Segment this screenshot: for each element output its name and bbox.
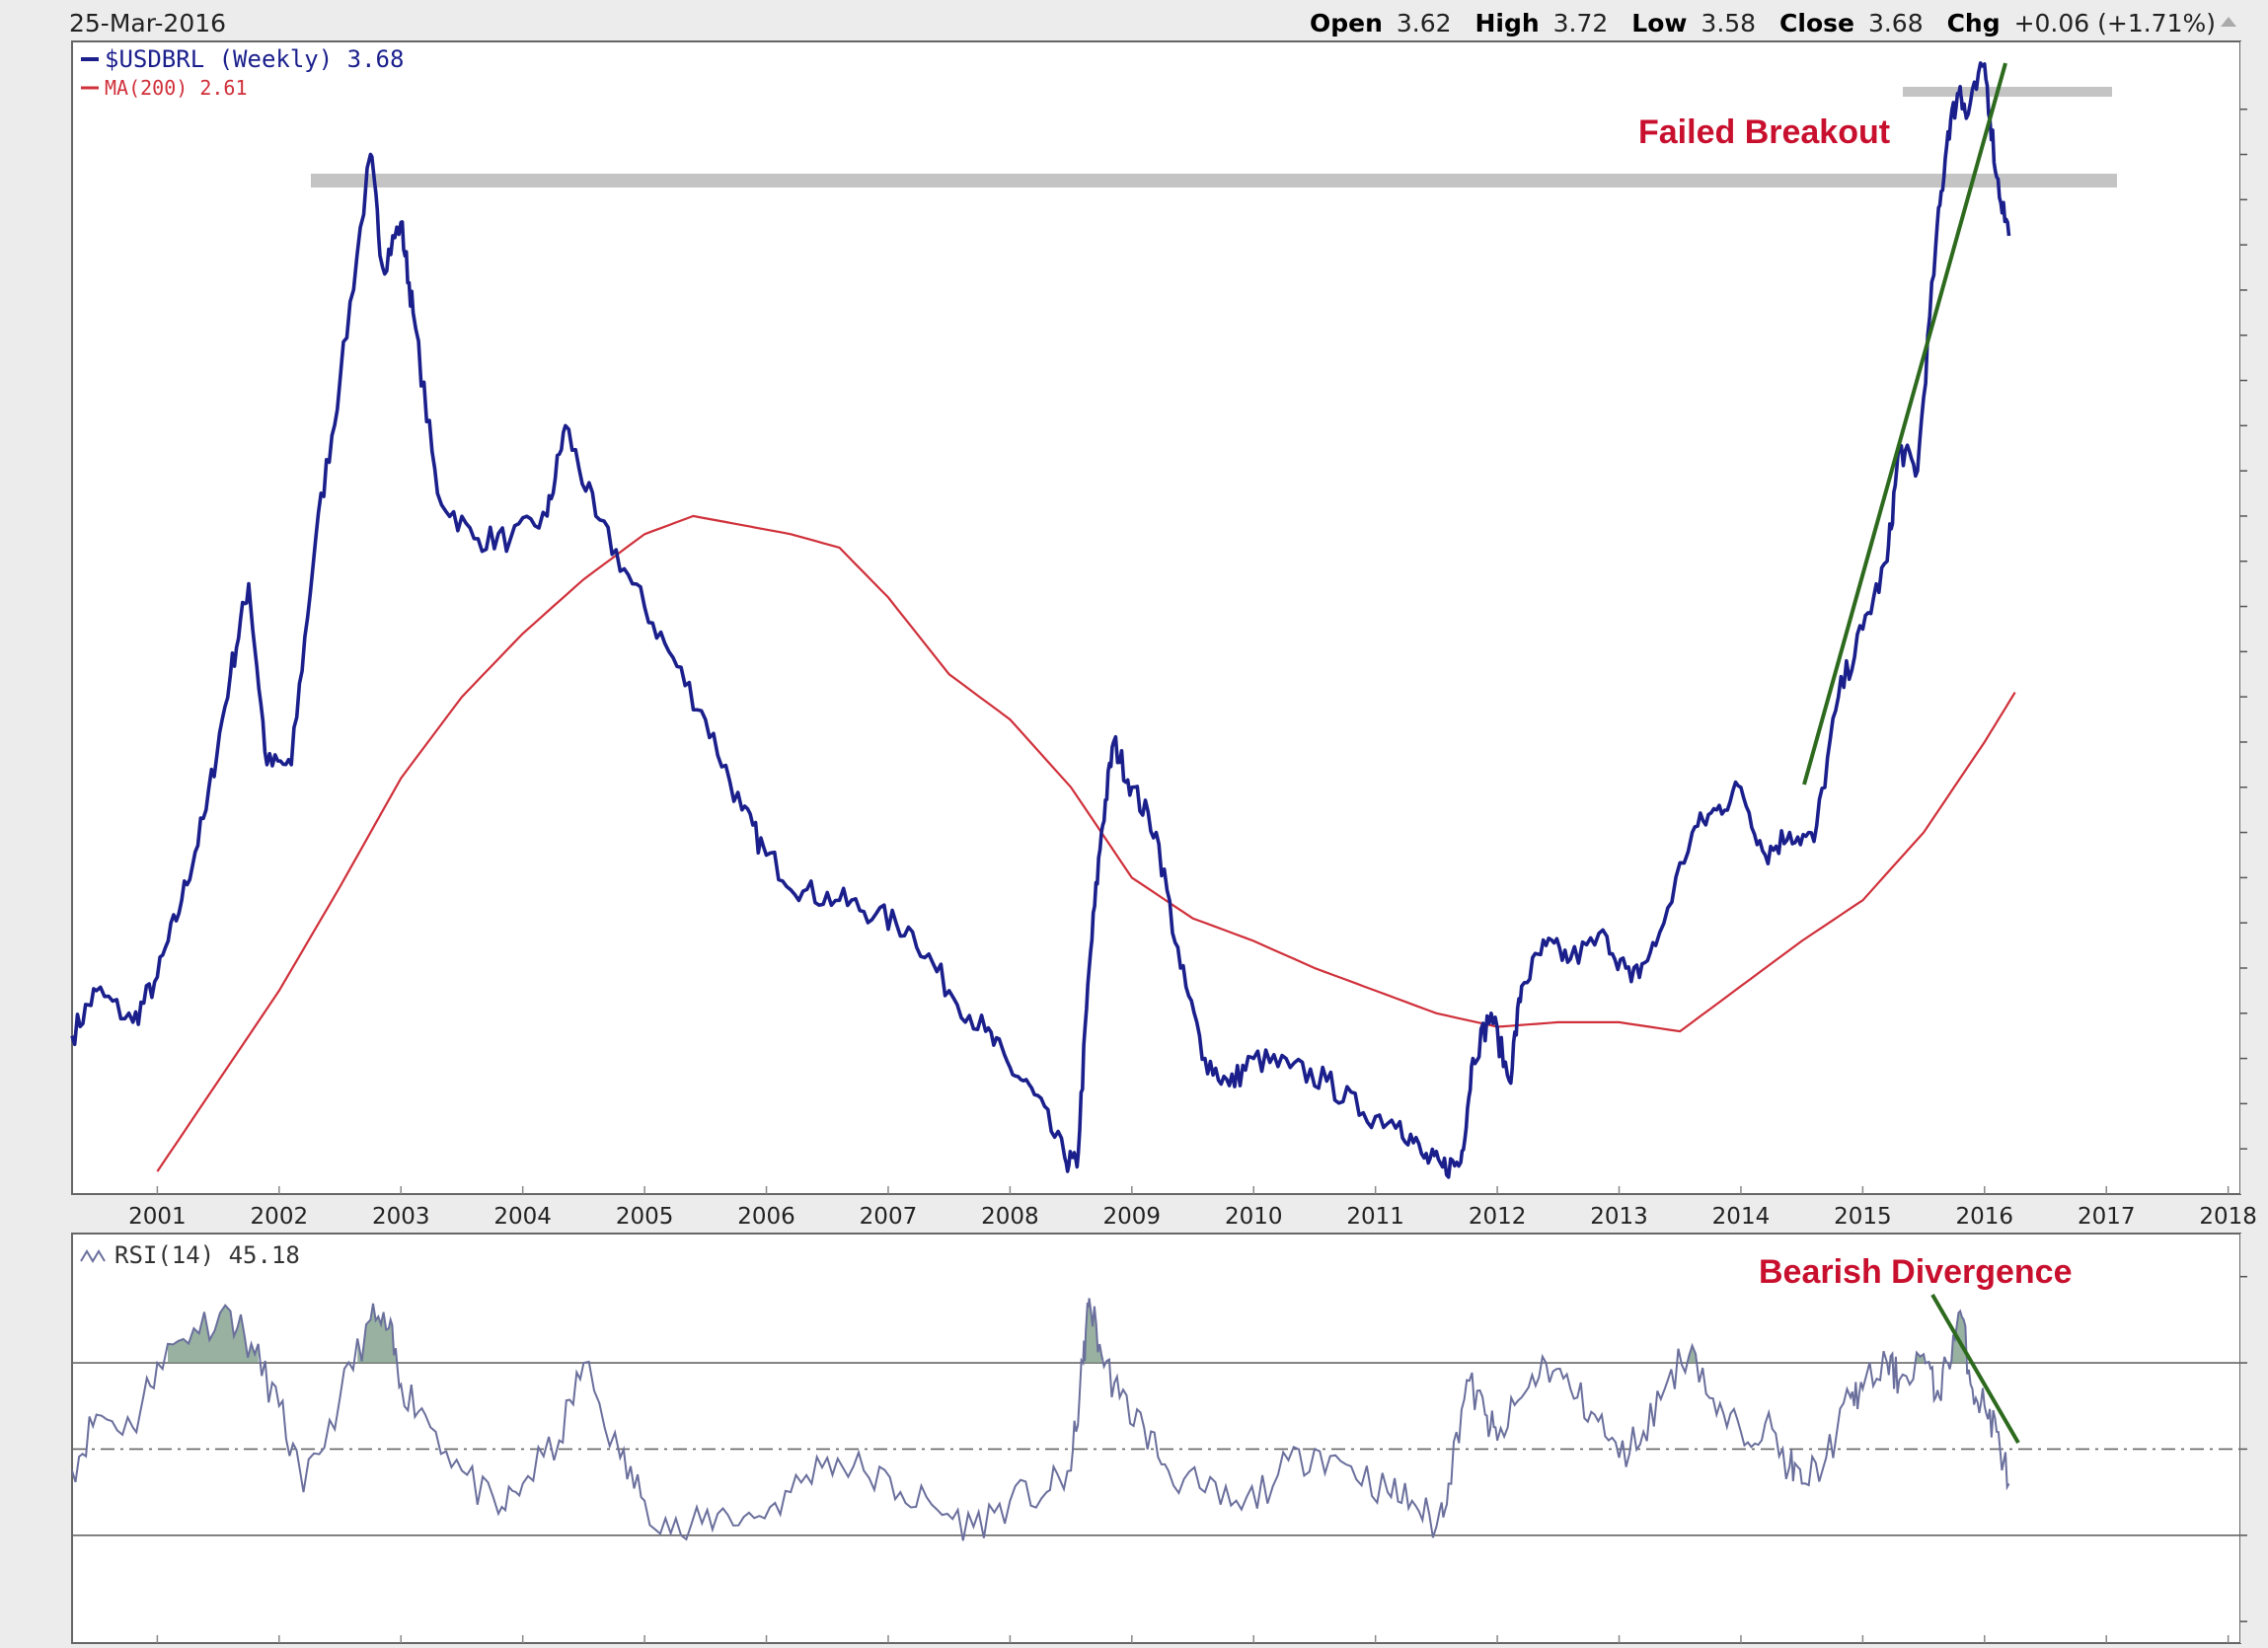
collapse-arrow-icon[interactable] <box>2221 17 2236 27</box>
x-tick-label: 2017 <box>2078 1204 2136 1230</box>
rsi-overbought-area <box>357 1303 396 1364</box>
ma200-line <box>156 514 2016 1172</box>
resistance-line-top <box>1903 87 2112 97</box>
low-value: 3.58 <box>1701 9 1756 37</box>
price-panel <box>71 40 2241 1195</box>
x-tick-label: 2018 <box>2199 1204 2257 1230</box>
resistance-line-major <box>311 174 2117 187</box>
ohlc-readout: Open 3.62 High 3.72 Low 3.58 Close 3.68 … <box>1310 9 2216 37</box>
chg-label: Chg <box>1947 9 2001 37</box>
x-tick-label: 2010 <box>1225 1204 1283 1230</box>
price-y-axis <box>2240 108 2247 1150</box>
x-tick-label: 2011 <box>1346 1204 1404 1230</box>
rsi-x-gridlines <box>156 1635 2230 1643</box>
price-axis-strip <box>2240 41 2268 1194</box>
x-tick-label: 2014 <box>1712 1204 1771 1230</box>
x-tick-label: 2002 <box>251 1204 309 1230</box>
rsi-y-axis <box>2240 1275 2247 1622</box>
legend-ma: MA(200) 2.61 <box>105 76 248 100</box>
rsi-axis-strip <box>2240 1234 2268 1643</box>
header-date: 25-Mar-2016 <box>69 9 226 37</box>
legend-rsi: RSI(14) 45.18 <box>114 1241 300 1269</box>
x-tick-label: 2006 <box>737 1204 795 1230</box>
rsi-legend-icon <box>80 1249 106 1263</box>
x-tick-label: 2016 <box>1956 1204 2014 1230</box>
uptrend-line <box>1802 62 2007 786</box>
x-tick-label: 2015 <box>1834 1204 1892 1230</box>
high-value: 3.72 <box>1553 9 1609 37</box>
x-tick-label: 2009 <box>1103 1204 1162 1230</box>
x-tick-label: 2003 <box>372 1204 430 1230</box>
high-label: High <box>1475 9 1540 37</box>
legend-price: $USDBRL (Weekly) 3.68 <box>105 45 404 73</box>
failed-breakout-label: Failed Breakout <box>1638 113 1890 151</box>
x-tick-label: 2007 <box>860 1204 918 1230</box>
x-tick-label: 2008 <box>981 1204 1039 1230</box>
open-value: 3.62 <box>1397 9 1452 37</box>
x-tick-label: 2004 <box>493 1204 552 1230</box>
x-tick-label: 2012 <box>1469 1204 1527 1230</box>
low-label: Low <box>1631 9 1687 37</box>
close-label: Close <box>1779 9 1854 37</box>
open-label: Open <box>1310 9 1383 37</box>
x-tick-label: 2005 <box>616 1204 674 1230</box>
chg-value: +0.06 (+1.71%) <box>2014 9 2216 37</box>
usdbrl-price-line <box>70 61 2011 1179</box>
divergence-line <box>1930 1293 2020 1445</box>
price-x-gridlines <box>156 1186 2230 1194</box>
bearish-divergence-label: Bearish Divergence <box>1759 1253 2073 1291</box>
rsi-line <box>71 1298 2010 1541</box>
x-tick-label: 2013 <box>1590 1204 1648 1230</box>
x-tick-label: 2001 <box>128 1204 187 1230</box>
close-value: 3.68 <box>1868 9 1924 37</box>
x-axis-labels: 2001 2002 2003 2004 2005 2006 2007 2008 2009 2010… <box>128 1204 2257 1230</box>
